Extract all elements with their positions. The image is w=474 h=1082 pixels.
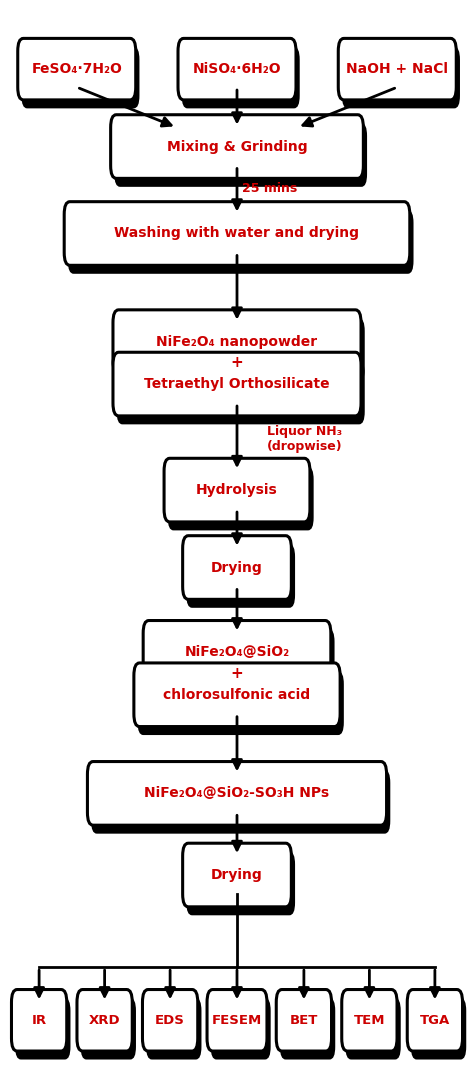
FancyBboxPatch shape <box>117 318 365 382</box>
FancyBboxPatch shape <box>186 544 295 608</box>
FancyBboxPatch shape <box>64 201 410 265</box>
Text: IR: IR <box>32 1014 46 1027</box>
FancyBboxPatch shape <box>77 990 132 1051</box>
FancyBboxPatch shape <box>186 852 295 915</box>
Text: Liquor NH₃
(dropwise): Liquor NH₃ (dropwise) <box>266 425 342 453</box>
FancyBboxPatch shape <box>411 998 466 1059</box>
Text: NaOH + NaCl: NaOH + NaCl <box>346 62 448 76</box>
FancyBboxPatch shape <box>280 998 335 1059</box>
FancyBboxPatch shape <box>146 998 201 1059</box>
FancyBboxPatch shape <box>346 998 401 1059</box>
FancyBboxPatch shape <box>168 466 314 530</box>
Text: BET: BET <box>290 1014 318 1027</box>
FancyBboxPatch shape <box>114 123 367 187</box>
Text: Washing with water and drying: Washing with water and drying <box>115 226 359 240</box>
Text: NiFe₂O₄@SiO₂-SO₃H NPs: NiFe₂O₄@SiO₂-SO₃H NPs <box>145 787 329 801</box>
FancyBboxPatch shape <box>87 762 387 826</box>
Text: NiSO₄·6H₂O: NiSO₄·6H₂O <box>193 62 281 76</box>
Text: +: + <box>231 667 243 681</box>
FancyBboxPatch shape <box>11 990 67 1051</box>
Text: TEM: TEM <box>354 1014 385 1027</box>
FancyBboxPatch shape <box>182 843 292 907</box>
FancyBboxPatch shape <box>143 990 198 1051</box>
Text: 25 mins: 25 mins <box>242 183 297 196</box>
FancyBboxPatch shape <box>182 536 292 599</box>
FancyBboxPatch shape <box>182 47 300 108</box>
FancyBboxPatch shape <box>15 998 71 1059</box>
FancyBboxPatch shape <box>117 360 365 424</box>
Text: Drying: Drying <box>211 868 263 882</box>
Text: XRD: XRD <box>89 1014 120 1027</box>
Text: Hydrolysis: Hydrolysis <box>196 483 278 497</box>
FancyBboxPatch shape <box>113 309 361 373</box>
FancyBboxPatch shape <box>68 210 413 274</box>
FancyBboxPatch shape <box>211 998 271 1059</box>
Text: TGA: TGA <box>420 1014 450 1027</box>
FancyBboxPatch shape <box>18 38 136 100</box>
FancyBboxPatch shape <box>21 47 139 108</box>
FancyBboxPatch shape <box>407 990 463 1051</box>
FancyBboxPatch shape <box>207 990 267 1051</box>
Text: +: + <box>231 355 243 370</box>
FancyBboxPatch shape <box>342 47 460 108</box>
Text: NiFe₂O₄@SiO₂: NiFe₂O₄@SiO₂ <box>184 645 290 659</box>
FancyBboxPatch shape <box>147 629 335 692</box>
Text: chlorosulfonic acid: chlorosulfonic acid <box>164 688 310 702</box>
FancyBboxPatch shape <box>276 990 331 1051</box>
Text: Drying: Drying <box>211 560 263 575</box>
FancyBboxPatch shape <box>110 115 364 179</box>
FancyBboxPatch shape <box>338 38 456 100</box>
Text: Tetraethyl Orthosilicate: Tetraethyl Orthosilicate <box>144 377 330 391</box>
Text: FeSO₄·7H₂O: FeSO₄·7H₂O <box>31 62 122 76</box>
FancyBboxPatch shape <box>81 998 136 1059</box>
Text: Mixing & Grinding: Mixing & Grinding <box>167 140 307 154</box>
FancyBboxPatch shape <box>164 459 310 522</box>
FancyBboxPatch shape <box>342 990 397 1051</box>
FancyBboxPatch shape <box>113 353 361 415</box>
Text: EDS: EDS <box>155 1014 185 1027</box>
FancyBboxPatch shape <box>178 38 296 100</box>
Text: FESEM: FESEM <box>212 1014 262 1027</box>
FancyBboxPatch shape <box>134 663 340 727</box>
FancyBboxPatch shape <box>137 672 344 735</box>
Text: NiFe₂O₄ nanopowder: NiFe₂O₄ nanopowder <box>156 334 318 348</box>
FancyBboxPatch shape <box>143 621 331 684</box>
FancyBboxPatch shape <box>91 770 390 833</box>
